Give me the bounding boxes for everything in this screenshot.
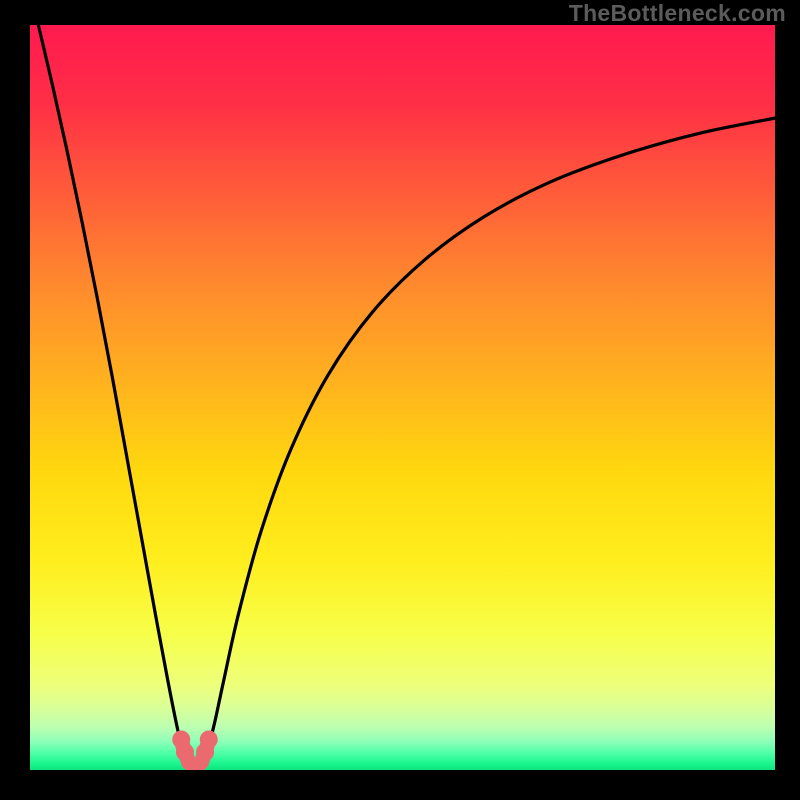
- chart-stage: TheBottleneck.com: [0, 0, 800, 800]
- valley-dot-3: [200, 730, 218, 748]
- curve-layer: [30, 25, 775, 770]
- curve-left: [37, 25, 188, 763]
- valley-dot-1: [176, 743, 194, 761]
- plot-area: [30, 25, 775, 770]
- watermark-text: TheBottleneck.com: [569, 0, 786, 27]
- curve-right: [201, 118, 775, 762]
